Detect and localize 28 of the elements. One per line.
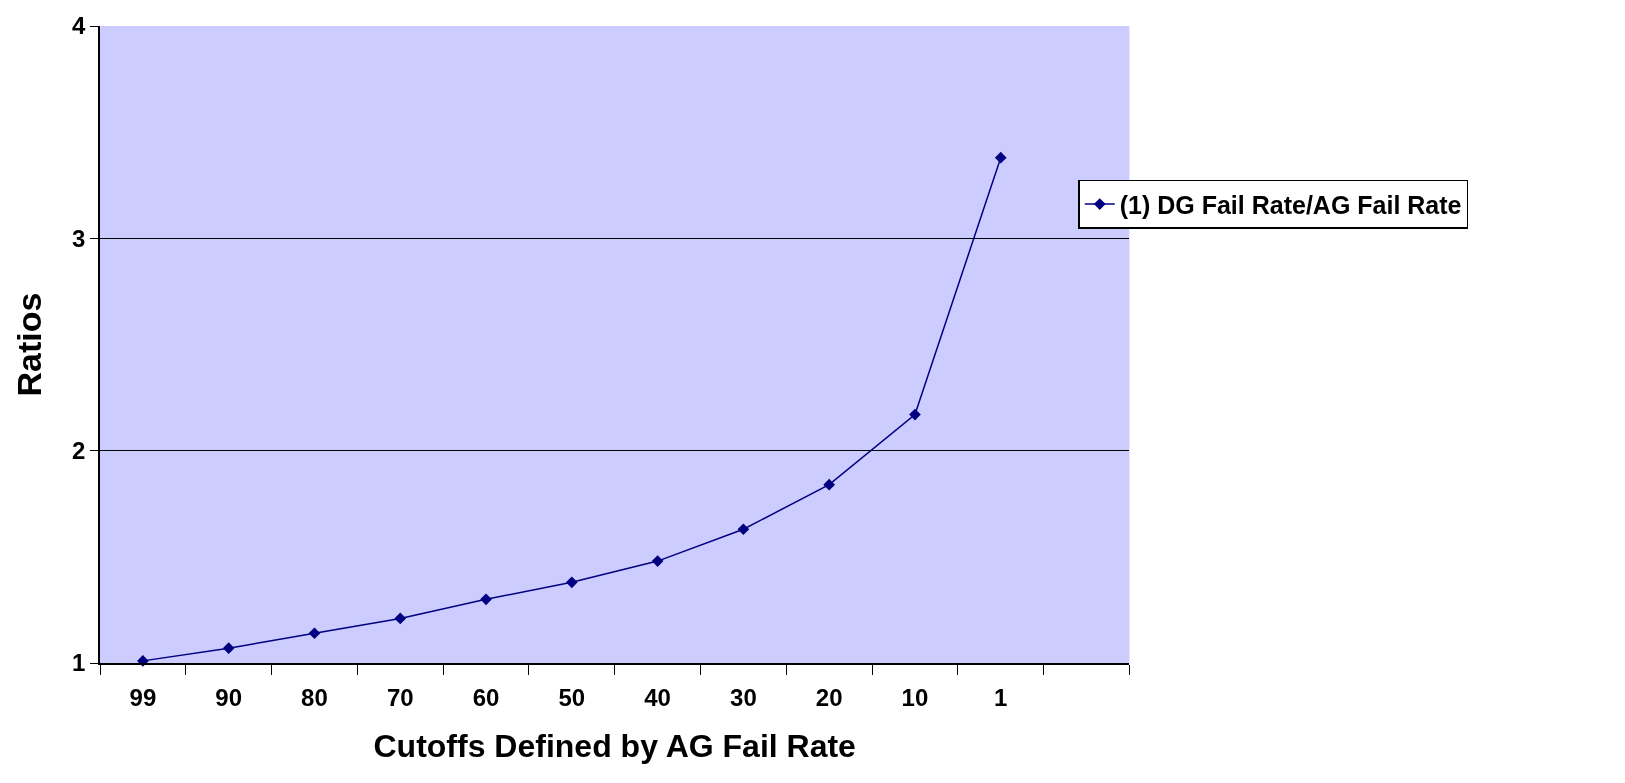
point — [823, 478, 836, 491]
x-tick-label: 90 — [215, 683, 243, 711]
x-axis-title: Cutoffs Defined by AG Fail Rate — [373, 727, 856, 764]
legend-label: (1) DG Fail Rate/AG Fail Rate — [1119, 190, 1462, 219]
y-tick-label: 2 — [72, 437, 86, 465]
point — [222, 642, 235, 654]
x-tick-label: 10 — [901, 683, 929, 711]
point — [308, 627, 321, 640]
point — [565, 576, 578, 589]
point — [909, 408, 921, 421]
point — [651, 555, 664, 567]
point — [480, 593, 492, 606]
x-tick-label: 70 — [386, 683, 414, 711]
point — [994, 151, 1007, 164]
x-tick-label: 1 — [994, 683, 1008, 711]
x-tick-label: 60 — [472, 683, 500, 711]
x-tick-label: 80 — [301, 683, 328, 711]
y-axis-title: Ratios — [10, 292, 49, 397]
x-tick-label: 30 — [730, 683, 757, 711]
x-tick-label: 20 — [815, 683, 843, 711]
y-tick-label: 4 — [72, 12, 87, 40]
y-tick-label: 1 — [72, 649, 86, 677]
x-tick-label: 99 — [129, 683, 157, 711]
x-tick-label: 50 — [558, 683, 586, 711]
point — [737, 523, 750, 536]
point — [394, 612, 407, 625]
x-tick-label: 40 — [644, 683, 671, 711]
y-tick-label: 3 — [72, 224, 86, 252]
